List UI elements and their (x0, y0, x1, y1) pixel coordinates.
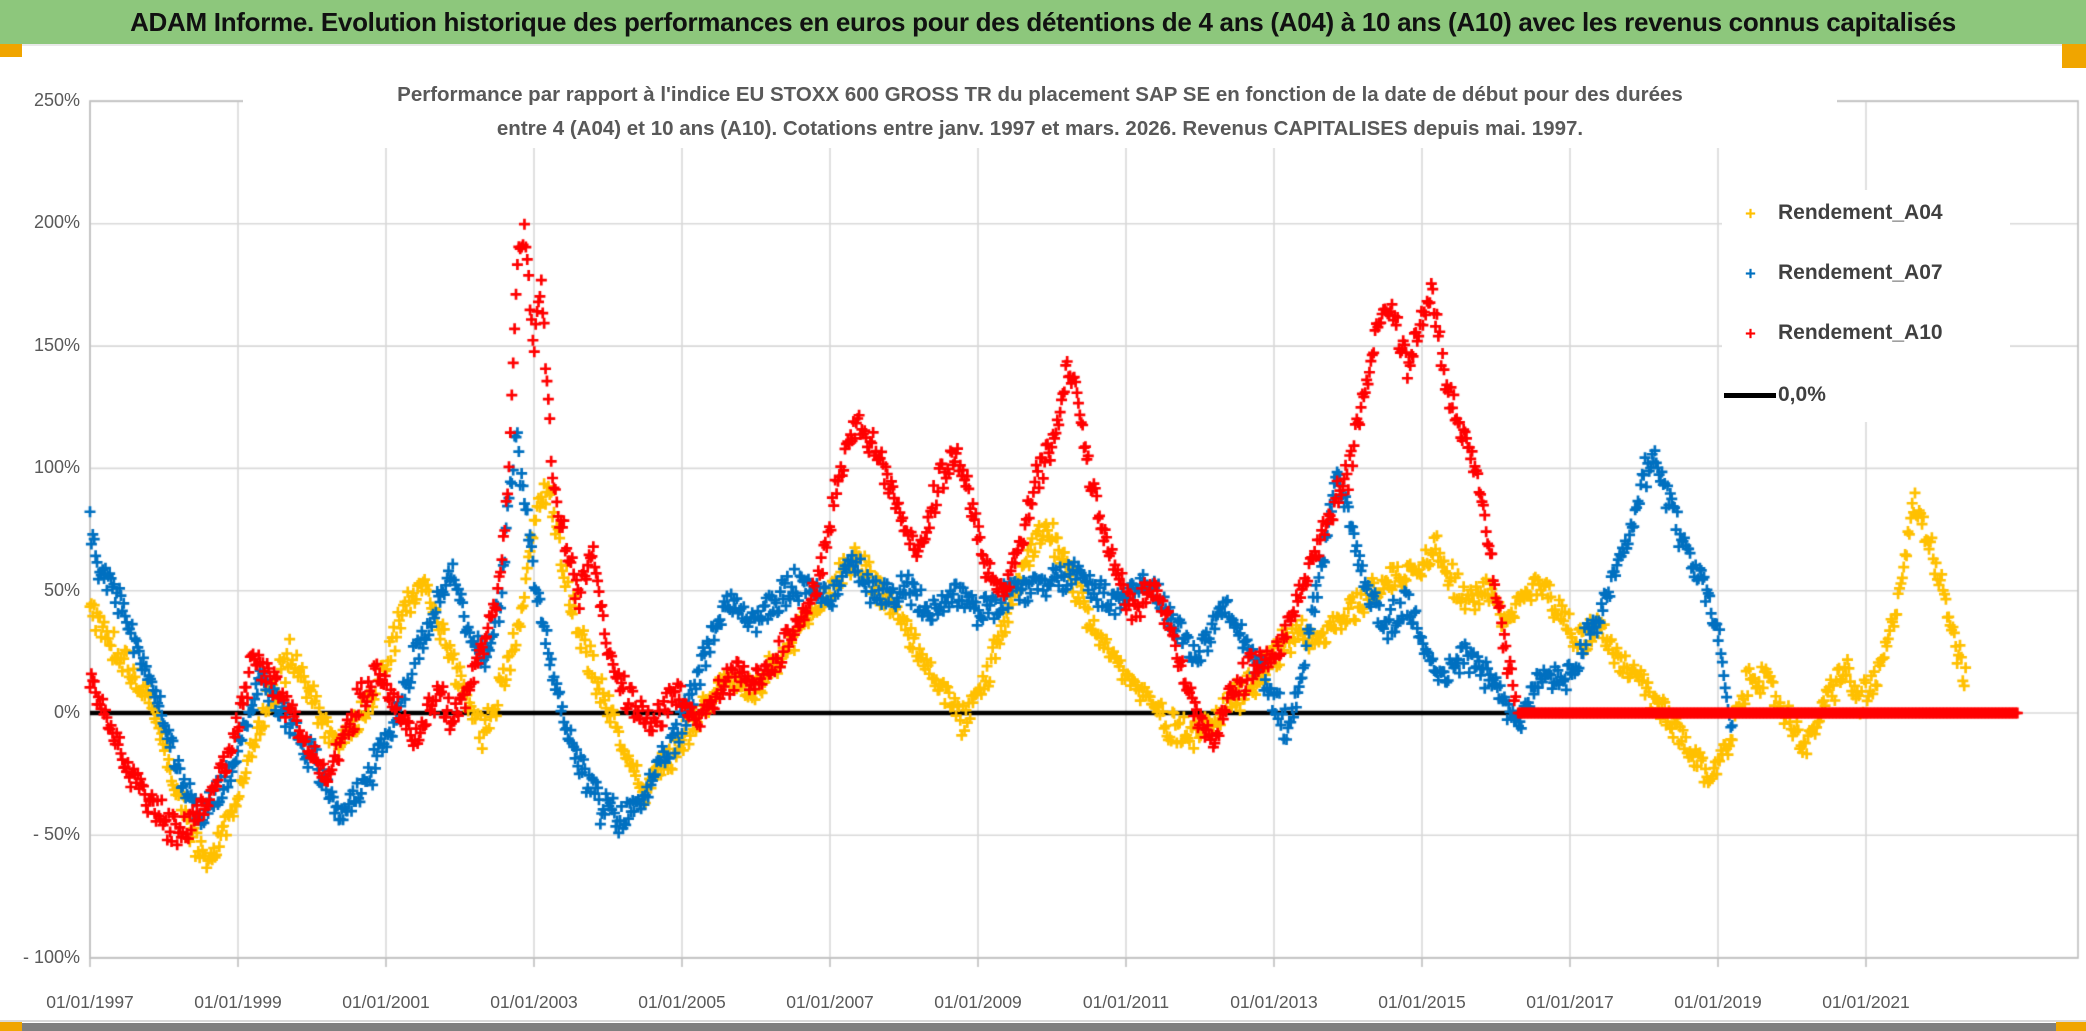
y-tick-0: 0% (53, 702, 80, 722)
x-tick-2017: 01/01/2017 (1526, 992, 1614, 1012)
y-tick-neg50: - 50% (32, 824, 80, 844)
legend-item-a07[interactable]: Rendement_A07 (1722, 258, 2010, 288)
x-tick-2021: 01/01/2021 (1822, 992, 1910, 1012)
y-tick-150: 150% (33, 335, 80, 355)
x-tick-2013: 01/01/2013 (1230, 992, 1318, 1012)
accent-top-left (0, 44, 22, 57)
x-tick-2009: 01/01/2009 (934, 992, 1022, 1012)
x-tick-2003: 01/01/2003 (490, 992, 578, 1012)
legend-item-a04[interactable]: Rendement_A04 (1722, 198, 2010, 228)
plus-marker-icon (1722, 327, 1778, 340)
accent-bottom-right (2056, 1022, 2086, 1031)
x-tick-1997: 01/01/1997 (46, 992, 134, 1012)
line-marker-icon (1722, 392, 1778, 398)
legend-label: Rendement_A04 (1778, 201, 1943, 224)
x-tick-2019: 01/01/2019 (1674, 992, 1762, 1012)
chart-title: Performance par rapport à l'indice EU ST… (243, 76, 1837, 148)
legend: Rendement_A04 Rendement_A07 Rendement_A1… (1722, 190, 2010, 422)
legend-label: 0,0% (1778, 383, 1826, 406)
legend-label: Rendement_A10 (1778, 321, 1943, 344)
x-tick-2011: 01/01/2011 (1082, 992, 1170, 1012)
x-tick-2005: 01/01/2005 (638, 992, 726, 1012)
accent-top-right (2062, 44, 2086, 68)
plus-marker-icon (1722, 207, 1778, 220)
legend-item-a10[interactable]: Rendement_A10 (1722, 318, 2010, 348)
y-tick-50: 50% (43, 580, 80, 600)
y-tick-100: 100% (33, 457, 80, 477)
bottom-bar (0, 1023, 2086, 1031)
y-tick-200: 200% (33, 212, 80, 232)
x-tick-2015: 01/01/2015 (1378, 992, 1466, 1012)
bottom-divider (0, 1020, 2086, 1022)
legend-item-zero-line[interactable]: 0,0% (1722, 380, 2010, 410)
accent-bottom-left (0, 1022, 22, 1031)
x-tick-2001: 01/01/2001 (342, 992, 430, 1012)
chart-title-line2: entre 4 (A04) et 10 ans (A10). Cotations… (496, 117, 1584, 140)
y-tick-neg100: - 100% (22, 947, 80, 967)
legend-label: Rendement_A07 (1778, 261, 1943, 284)
x-tick-2007: 01/01/2007 (786, 992, 874, 1012)
chart-title-line1: Performance par rapport à l'indice EU ST… (397, 83, 1683, 106)
x-tick-1999: 01/01/1999 (194, 992, 282, 1012)
plus-marker-icon (1722, 267, 1778, 280)
y-tick-250: 250% (33, 90, 80, 110)
